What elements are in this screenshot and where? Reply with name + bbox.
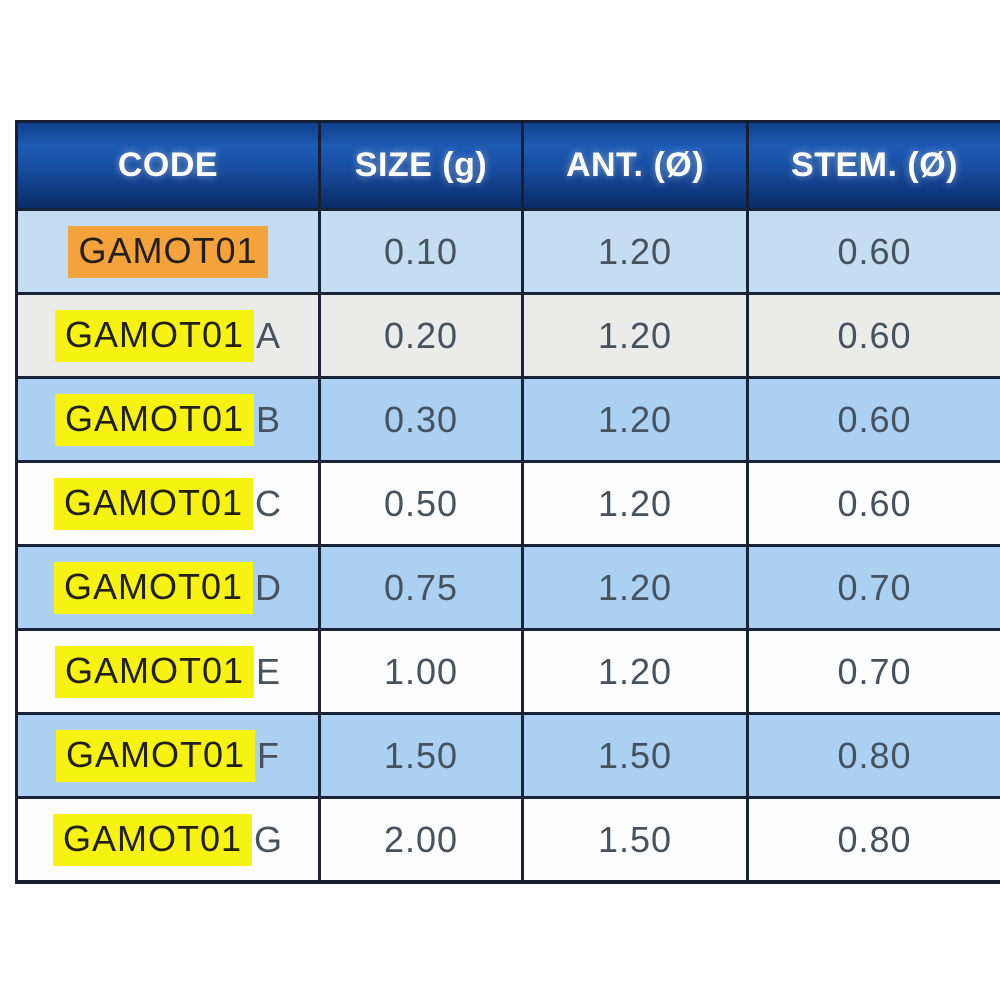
ant-cell: 1.20 (521, 547, 746, 628)
table-row: GAMOT01 0.10 1.20 0.60 (18, 208, 1000, 292)
table-header-row: CODE SIZE (g) ANT. (Ø) STEM. (Ø) (18, 123, 1000, 208)
stem-cell: 0.60 (746, 463, 1000, 544)
code-highlight: GAMOT01 (53, 477, 254, 530)
code-highlight: GAMOT01 (54, 309, 255, 362)
stem-cell: 0.60 (746, 211, 1000, 292)
size-cell: 1.00 (318, 631, 521, 712)
spec-table: CODE SIZE (g) ANT. (Ø) STEM. (Ø) GAMOT01… (15, 120, 1000, 884)
size-cell: 2.00 (318, 799, 521, 880)
table-row: GAMOT01 A 0.20 1.20 0.60 (18, 292, 1000, 376)
stem-cell: 0.70 (746, 547, 1000, 628)
size-cell: 1.50 (318, 715, 521, 796)
ant-cell: 1.20 (521, 211, 746, 292)
size-cell: 0.20 (318, 295, 521, 376)
code-highlight: GAMOT01 (68, 225, 268, 278)
table-row: GAMOT01 E 1.00 1.20 0.70 (18, 628, 1000, 712)
code-suffix: C (255, 482, 283, 524)
code-highlight: GAMOT01 (55, 729, 256, 782)
code-suffix: G (254, 818, 284, 860)
table-row: GAMOT01 G 2.00 1.50 0.80 (18, 796, 1000, 880)
table-row: GAMOT01 C 0.50 1.20 0.60 (18, 460, 1000, 544)
ant-cell: 1.20 (521, 463, 746, 544)
table-row: GAMOT01 F 1.50 1.50 0.80 (18, 712, 1000, 796)
code-cell: GAMOT01 B (18, 379, 318, 460)
size-cell: 0.10 (318, 211, 521, 292)
code-suffix: B (256, 398, 282, 440)
ant-cell: 1.20 (521, 379, 746, 460)
col-header-size: SIZE (g) (318, 123, 521, 208)
code-highlight: GAMOT01 (52, 813, 253, 866)
size-cell: 0.75 (318, 547, 521, 628)
code-suffix: A (256, 314, 282, 356)
stem-cell: 0.70 (746, 631, 1000, 712)
code-cell: GAMOT01 D (18, 547, 318, 628)
ant-cell: 1.50 (521, 715, 746, 796)
table-row: GAMOT01 D 0.75 1.20 0.70 (18, 544, 1000, 628)
ant-cell: 1.50 (521, 799, 746, 880)
stem-cell: 0.60 (746, 379, 1000, 460)
code-suffix: F (257, 734, 281, 776)
code-suffix: D (255, 566, 283, 608)
table-body: GAMOT01 0.10 1.20 0.60 GAMOT01 A 0.20 1.20 0.60 G… (18, 208, 1000, 880)
code-highlight: GAMOT01 (54, 393, 255, 446)
stem-cell: 0.60 (746, 295, 1000, 376)
code-cell: GAMOT01 (18, 211, 318, 292)
stem-cell: 0.80 (746, 715, 1000, 796)
size-cell: 0.50 (318, 463, 521, 544)
code-cell: GAMOT01 E (18, 631, 318, 712)
stem-cell: 0.80 (746, 799, 1000, 880)
code-highlight: GAMOT01 (53, 561, 254, 614)
col-header-stem: STEM. (Ø) (746, 123, 1000, 208)
col-header-code: CODE (117, 146, 219, 184)
code-cell: GAMOT01 G (18, 799, 318, 880)
col-header-ant: ANT. (Ø) (521, 123, 746, 208)
code-cell: GAMOT01 C (18, 463, 318, 544)
table-row: GAMOT01 B 0.30 1.20 0.60 (18, 376, 1000, 460)
code-cell: GAMOT01 F (18, 715, 318, 796)
ant-cell: 1.20 (521, 295, 746, 376)
ant-cell: 1.20 (521, 631, 746, 712)
code-cell: GAMOT01 A (18, 295, 318, 376)
size-cell: 0.30 (318, 379, 521, 460)
code-suffix: E (256, 650, 282, 692)
code-highlight: GAMOT01 (54, 645, 255, 698)
